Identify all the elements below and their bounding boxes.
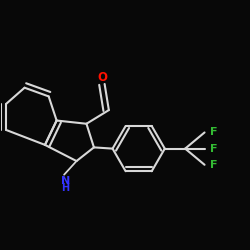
- Text: F: F: [210, 160, 218, 170]
- Text: O: O: [97, 71, 107, 84]
- Text: N: N: [61, 176, 70, 186]
- Text: H: H: [61, 183, 70, 193]
- Text: F: F: [210, 144, 218, 154]
- Text: F: F: [210, 128, 218, 138]
